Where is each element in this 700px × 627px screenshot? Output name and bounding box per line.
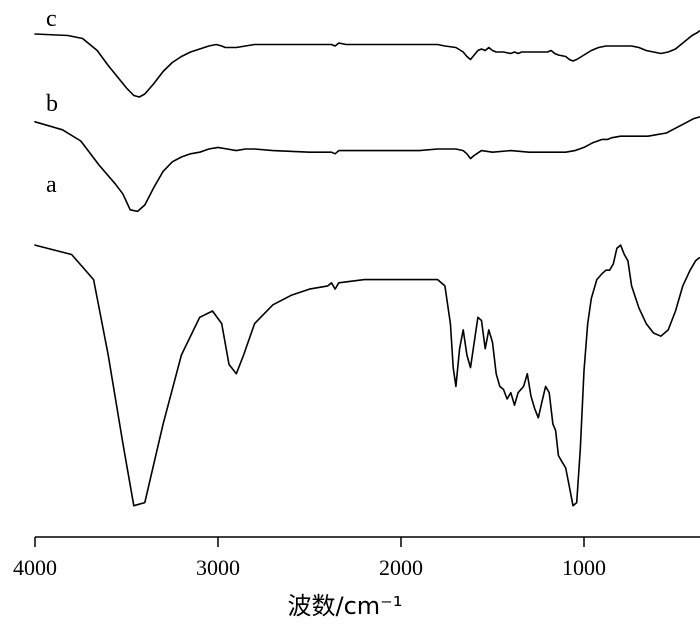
x-tick-label-3000: 3000 (196, 555, 240, 580)
series-label-c: c (46, 6, 57, 32)
series-label-b: b (46, 91, 58, 117)
series-label-a: a (46, 172, 57, 198)
x-tick-labels: 4000 3000 2000 1000 (13, 555, 606, 580)
x-tick-label-1000: 1000 (562, 555, 606, 580)
series-group (34, 30, 700, 507)
x-ticks (34, 537, 585, 547)
series-line-a (34, 244, 700, 507)
series-line-c (34, 30, 700, 98)
x-tick-label-4000: 4000 (13, 555, 57, 580)
series-line-b (34, 116, 700, 213)
series-labels: a b c (46, 6, 58, 198)
x-tick-label-2000: 2000 (379, 555, 423, 580)
x-axis-title: 波数/cm⁻¹ (288, 592, 403, 620)
